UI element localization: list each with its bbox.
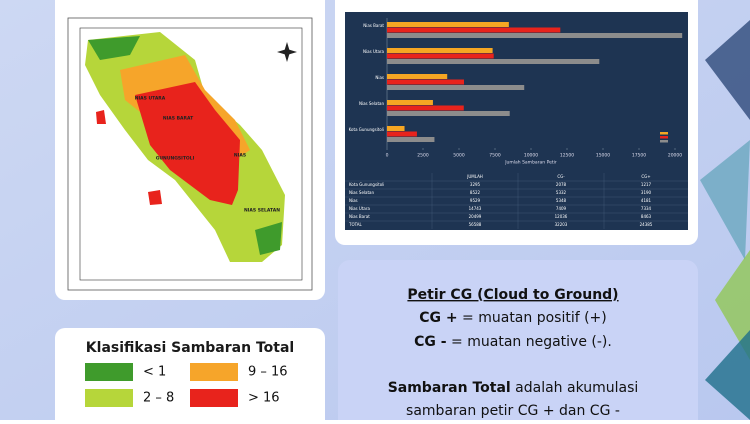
map-label: GUNUNGSITOLI: [156, 156, 195, 162]
class-swatch: [190, 389, 238, 407]
table-cell: Kota Gunungsitoli: [349, 182, 384, 187]
y-tick-label: Nias Selatan: [359, 101, 384, 106]
bar: [387, 137, 435, 142]
bar: [387, 131, 417, 137]
table-cell: Nias Utara: [349, 206, 371, 211]
x-tick-label: 2500: [417, 153, 429, 159]
class-legend: < 1 2 – 8 9 – 16 > 16: [85, 363, 288, 407]
table-cell: 32203: [555, 222, 568, 227]
legend-swatch: [660, 140, 668, 143]
x-tick-label: 0: [386, 153, 389, 159]
table-cell: 20499: [469, 214, 482, 219]
bar: [387, 111, 510, 116]
table-header: CG+: [641, 174, 650, 179]
bar: [387, 79, 465, 85]
chart-panel: [345, 12, 688, 230]
y-tick-label: Nias: [375, 75, 384, 80]
map-label: NIAS BARAT: [163, 116, 194, 122]
table-cell: Nias: [349, 198, 358, 203]
y-tick-label: Nias Barat: [363, 23, 384, 28]
definition-card: [338, 260, 698, 424]
definition-term: CG +: [419, 310, 457, 326]
class-label: > 16: [248, 391, 280, 406]
x-tick-label: 12500: [560, 153, 574, 159]
definition-title: Petir CG (Cloud to Ground): [407, 287, 618, 303]
definition-term: CG -: [414, 334, 447, 350]
bar: [387, 53, 494, 59]
table-cell: 5348: [556, 198, 567, 203]
x-tick-label: 17500: [632, 153, 646, 159]
legend-swatch: [660, 132, 668, 135]
table-cell: 1217: [641, 182, 652, 187]
bar: [387, 59, 600, 64]
summary-line: sambaran petir CG + dan CG -: [406, 403, 620, 419]
legend-swatch: [660, 136, 668, 139]
definitions: CG + = muatan positif (+) CG - = muatan n…: [388, 310, 639, 419]
bar: [387, 33, 683, 38]
table-cell: 14743: [469, 206, 482, 211]
class-label: < 1: [143, 365, 166, 380]
map-labels: NIAS UTARA NIAS BARAT GUNUNGSITOLI NIAS NIAS…: [135, 96, 281, 214]
table-cell: 4181: [641, 198, 652, 203]
definition-line: CG - = muatan negative (-).: [414, 334, 612, 350]
class-swatch: [190, 363, 238, 381]
map-label: NIAS SELATAN: [244, 208, 280, 214]
table-cell: 7334: [641, 206, 652, 211]
table-cell: 8522: [470, 190, 481, 195]
table-cell: 7409: [556, 206, 567, 211]
table-cell: 24385: [640, 222, 653, 227]
y-tick-label: Kota Gunungsitoli: [349, 127, 384, 132]
table-cell: 9529: [470, 198, 481, 203]
x-tick-label: 15000: [596, 153, 610, 159]
summary-text: adalah akumulasi: [511, 380, 639, 396]
x-tick-label: 7500: [489, 153, 501, 159]
class-swatch: [85, 363, 133, 381]
table-cell: 56588: [469, 222, 482, 227]
definition-text: = muatan negative (-).: [447, 334, 612, 350]
table-cell: 3295: [470, 182, 481, 187]
table-cell: 5332: [556, 190, 567, 195]
definition-line: CG + = muatan positif (+): [419, 310, 607, 326]
table-cell: Nias Barat: [349, 214, 370, 219]
bar: [387, 126, 405, 131]
class-label: 9 – 16: [248, 365, 288, 380]
bar: [387, 100, 433, 105]
table-header: CG-: [557, 174, 565, 179]
summary-line: Sambaran Total adalah akumulasi: [388, 380, 639, 396]
definition-text: = muatan positif (+): [458, 310, 607, 326]
x-axis-label: Jumlah Sambaran Petir: [504, 160, 557, 166]
bar: [387, 85, 525, 90]
bar: [387, 74, 448, 79]
class-label: 2 – 8: [143, 391, 174, 406]
summary-term: Sambaran Total: [388, 380, 511, 396]
x-tick-label: 20000: [668, 153, 682, 159]
x-tick-label: 5000: [453, 153, 465, 159]
map: [67, 17, 313, 291]
table-header: JUMLAH: [466, 174, 483, 179]
bar: [387, 48, 493, 53]
legend-title: Klasifikasi Sambaran Total: [86, 340, 294, 356]
table-cell: 2078: [556, 182, 567, 187]
table-cell: 8463: [641, 214, 652, 219]
table-cell: TOTAL: [348, 222, 362, 227]
x-tick-label: 10000: [524, 153, 538, 159]
y-tick-label: Nias Utara: [363, 49, 385, 54]
table-cell: 3190: [641, 190, 652, 195]
map-label: NIAS: [234, 153, 246, 159]
table-cell: 12036: [555, 214, 568, 219]
bar-chart: 0 2500 5000 7500 10000 12500 15000 17500 20000 Ju…: [345, 18, 688, 229]
table-cell: Nias Selatan: [349, 190, 374, 195]
decoration: [700, 20, 750, 420]
class-swatch: [85, 389, 133, 407]
bar: [387, 105, 464, 111]
bar: [387, 27, 561, 33]
bar: [387, 22, 509, 27]
map-label: NIAS UTARA: [135, 96, 166, 102]
